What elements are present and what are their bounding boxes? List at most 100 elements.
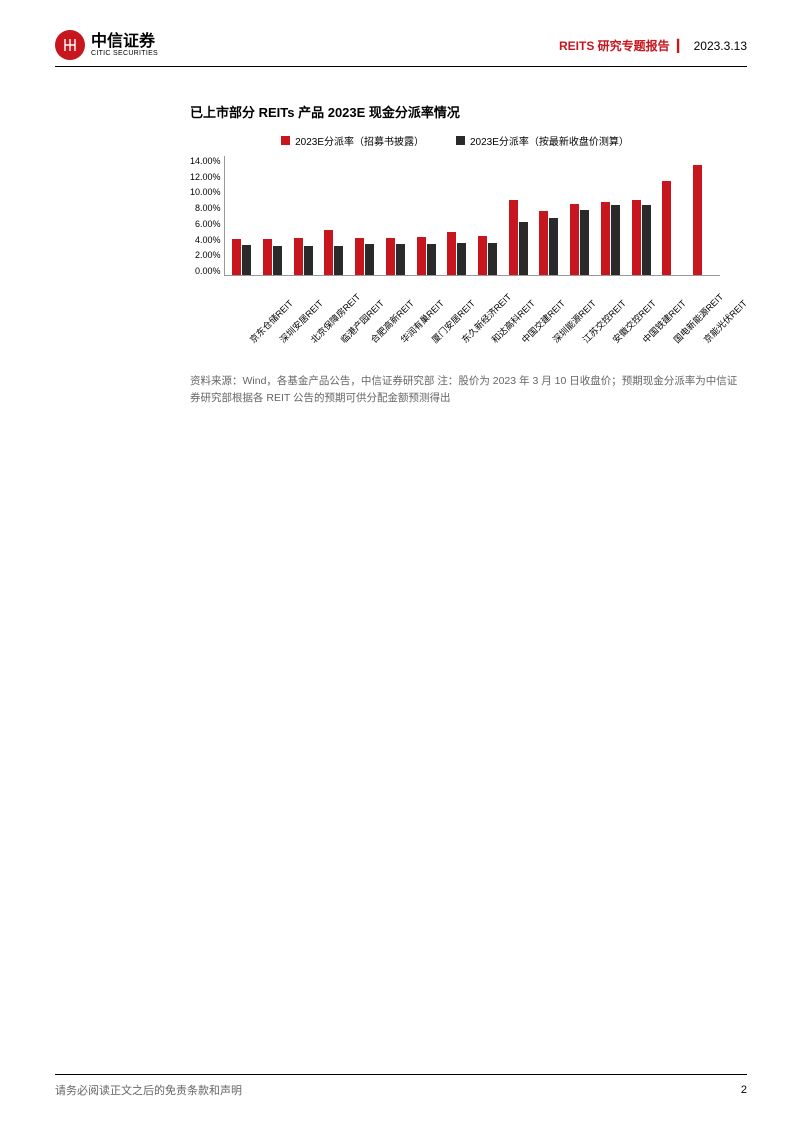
bar <box>355 238 364 275</box>
bar-group <box>630 200 652 275</box>
logo-cn: 中信证券 <box>91 34 158 50</box>
report-date: 2023.3.13 <box>694 39 747 53</box>
legend-label: 2023E分派率（按最新收盘价测算） <box>470 133 629 148</box>
bar <box>417 237 426 275</box>
logo-text: 中信证券 CITIC SECURITIES <box>91 34 158 57</box>
y-tick: 0.00% <box>195 266 221 276</box>
x-label: 国电新能源REIT <box>670 321 695 346</box>
bar <box>642 205 651 275</box>
bar <box>519 222 528 275</box>
header-rule <box>55 66 747 67</box>
bar <box>294 238 303 275</box>
bar <box>396 244 405 275</box>
bar <box>580 210 589 275</box>
x-label: 深圳能源REIT <box>549 321 574 346</box>
bar-group <box>292 238 314 275</box>
bar-group <box>354 238 376 275</box>
x-label: 华润有巢REIT <box>398 321 423 346</box>
bar-group <box>477 236 499 275</box>
x-label: 和达高科REIT <box>489 321 514 346</box>
bar <box>324 230 333 275</box>
bar-container <box>225 156 720 275</box>
bar-group <box>231 239 253 275</box>
header-meta: REITS 研究专题报告 ▎ 2023.3.13 <box>559 37 747 54</box>
x-label: 东久新经济REIT <box>458 321 483 346</box>
logo: 中信证券 CITIC SECURITIES <box>55 30 158 60</box>
page-footer: 请务必阅读正文之后的免责条款和声明 2 <box>55 1082 747 1098</box>
bar-group <box>691 165 713 275</box>
x-label: 京东仓储REIT <box>247 321 272 346</box>
bar <box>334 246 343 275</box>
page-number: 2 <box>741 1084 747 1096</box>
bar-group <box>384 238 406 275</box>
bar <box>386 238 395 275</box>
y-tick: 8.00% <box>195 203 221 213</box>
report-type: REITS 研究专题报告 <box>559 39 670 53</box>
x-label: 临港产园REIT <box>337 321 362 346</box>
chart-area: 14.00% 12.00% 10.00% 8.00% 6.00% 4.00% 2.00% 0.… <box>190 156 720 301</box>
bar-group <box>507 200 529 275</box>
footer-rule <box>55 1074 747 1075</box>
bar <box>457 243 466 275</box>
bar-group <box>262 239 284 275</box>
bar <box>447 232 456 275</box>
bar <box>365 244 374 275</box>
bar <box>693 165 702 275</box>
bar-group <box>661 181 683 275</box>
legend-item: 2023E分派率（招募书披露） <box>281 133 424 148</box>
bar <box>549 218 558 275</box>
bar <box>232 239 241 275</box>
bar <box>632 200 641 275</box>
bar-group <box>538 211 560 275</box>
page-header: 中信证券 CITIC SECURITIES REITS 研究专题报告 ▎ 202… <box>0 0 802 60</box>
bar <box>611 205 620 275</box>
y-tick: 14.00% <box>190 156 221 166</box>
bar <box>509 200 518 275</box>
chart-title: 已上市部分 REITs 产品 2023E 现金分派率情况 <box>190 102 802 121</box>
x-label: 京能光伏REIT <box>700 321 725 346</box>
logo-icon <box>55 30 85 60</box>
bar <box>304 246 313 275</box>
x-label: 江苏交控REIT <box>579 321 604 346</box>
separator: ▎ <box>677 39 686 53</box>
y-tick: 12.00% <box>190 172 221 182</box>
bar <box>478 236 487 275</box>
bar <box>273 246 282 275</box>
x-label: 深圳安居REIT <box>277 321 302 346</box>
chart: 2023E分派率（招募书披露） 2023E分派率（按最新收盘价测算） 14.00… <box>190 133 720 318</box>
logo-en: CITIC SECURITIES <box>91 50 158 57</box>
bar-group <box>415 237 437 275</box>
x-label: 厦门安居REIT <box>428 321 453 346</box>
x-label: 中国交建REIT <box>519 321 544 346</box>
bar <box>539 211 548 275</box>
y-tick: 2.00% <box>195 250 221 260</box>
chart-legend: 2023E分派率（招募书披露） 2023E分派率（按最新收盘价测算） <box>190 133 720 148</box>
y-tick: 10.00% <box>190 187 221 197</box>
bar <box>488 243 497 275</box>
bar-group <box>599 202 621 275</box>
bar <box>601 202 610 275</box>
source-note: 资料来源：Wind，各基金产品公告，中信证券研究部 注：股价为 2023 年 3… <box>190 373 747 407</box>
bar <box>570 204 579 275</box>
y-axis: 14.00% 12.00% 10.00% 8.00% 6.00% 4.00% 2.00% 0.… <box>190 156 224 276</box>
x-axis-labels: 京东仓储REIT深圳安居REIT北京保障房REIT临港产园REIT合肥高新REI… <box>232 301 720 318</box>
x-label: 中国铁建REIT <box>640 321 665 346</box>
plot-area <box>224 156 720 276</box>
bar <box>242 245 251 275</box>
bar <box>263 239 272 275</box>
bar <box>662 181 671 275</box>
legend-swatch <box>456 136 465 145</box>
bar-group <box>323 230 345 275</box>
y-tick: 4.00% <box>195 235 221 245</box>
x-label: 安徽交控REIT <box>610 321 635 346</box>
bar <box>427 244 436 275</box>
x-label: 合肥高新REIT <box>368 321 393 346</box>
bar-group <box>569 204 591 275</box>
legend-label: 2023E分派率（招募书披露） <box>295 133 424 148</box>
y-tick: 6.00% <box>195 219 221 229</box>
disclaimer: 请务必阅读正文之后的免责条款和声明 <box>55 1082 242 1098</box>
legend-swatch <box>281 136 290 145</box>
legend-item: 2023E分派率（按最新收盘价测算） <box>456 133 629 148</box>
bar-group <box>446 232 468 275</box>
x-label: 北京保障房REIT <box>307 321 332 346</box>
